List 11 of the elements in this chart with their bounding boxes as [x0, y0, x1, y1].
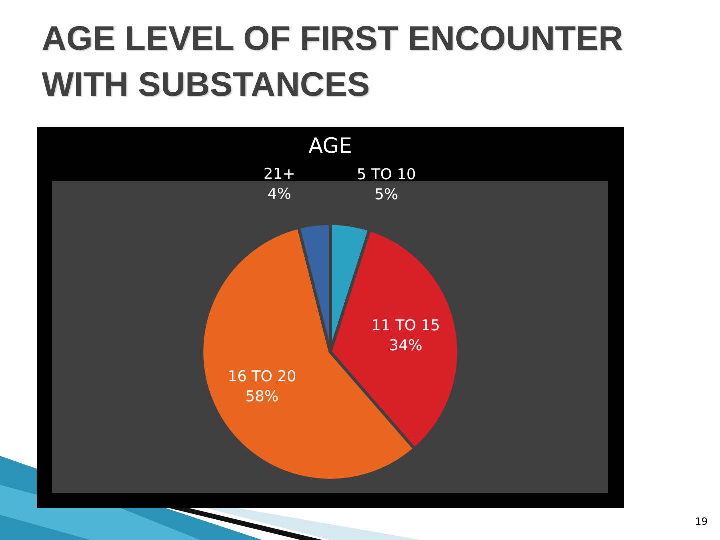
data-label: 4%: [268, 184, 292, 203]
data-label: 58%: [246, 388, 279, 406]
chart-subtitle: AGE: [308, 134, 352, 158]
data-label: 5%: [374, 186, 398, 204]
data-label: 34%: [389, 336, 423, 355]
slice-label: 21+: [264, 164, 296, 183]
slice-label: 11 TO 15: [372, 316, 440, 335]
slice-label: 5 TO 10: [357, 166, 416, 184]
text: 19: [695, 517, 708, 528]
slice-label: 16 TO 20: [228, 368, 297, 386]
chart-title: AGE LEVEL OF FIRST ENCOUNTER WITH SUBSTANCES: [42, 19, 624, 106]
